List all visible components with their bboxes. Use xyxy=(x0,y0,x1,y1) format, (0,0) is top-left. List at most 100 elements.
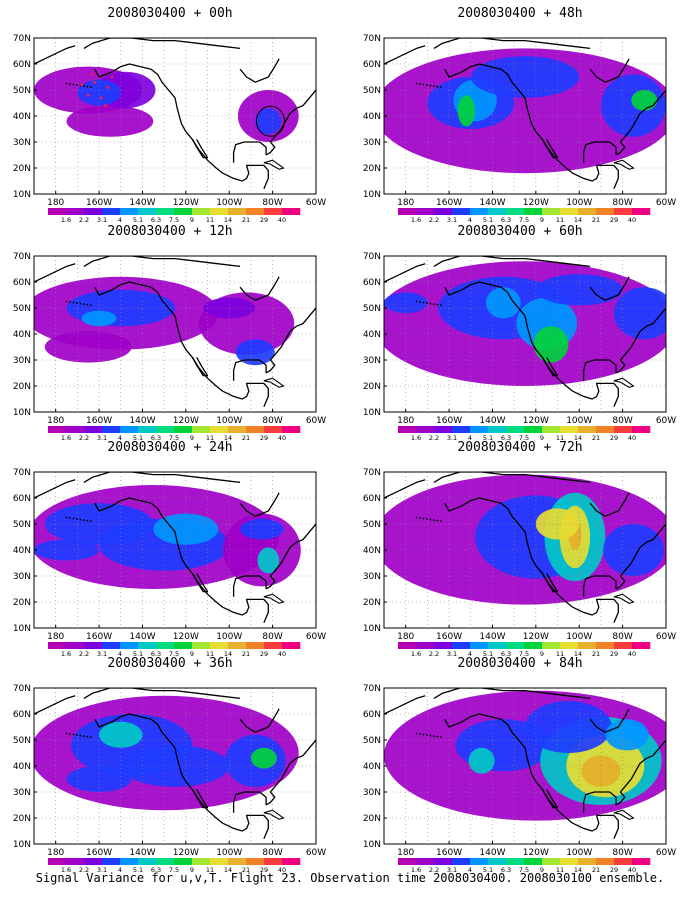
colorbar-label: 7.5 xyxy=(169,216,179,224)
colorbar-swatch xyxy=(470,858,489,865)
colorbar-label: 29 xyxy=(260,866,268,874)
coastline xyxy=(191,573,209,593)
lon-tick-label: 60W xyxy=(306,632,326,642)
observation-marker xyxy=(86,93,90,97)
lon-tick-label: 100W xyxy=(566,848,592,858)
lon-tick-label: 180 xyxy=(47,632,64,642)
colorbar-swatch xyxy=(542,642,561,649)
map-figure: 10N 20N 30N 40N 50N 60N 70N 180 160W 140W 120W 100W… xyxy=(363,34,676,224)
map-panel: 2008030400 + 12h 10N 20N 30N 40N 50N 60N 70N 180… xyxy=(0,224,340,442)
map-figure: 10N 20N 30N 40N 50N 60N 70N 180 160W 140W 120W 100W… xyxy=(13,684,326,874)
coastline xyxy=(34,695,76,715)
lat-tick-label: 30N xyxy=(13,788,31,798)
colorbar-swatch xyxy=(578,642,597,649)
colorbar: 1.6 2.2 3.1 4 5.1 6.3 7.5 9 11 14 21 29 40 xyxy=(398,208,651,224)
variance-contour xyxy=(457,95,476,127)
variance-contour xyxy=(153,513,219,545)
colorbar-label: 29 xyxy=(260,434,268,442)
lon-tick-label: 120W xyxy=(173,632,199,642)
coastline xyxy=(433,38,591,50)
panel-title: 2008030400 + 24h xyxy=(107,440,233,455)
colorbar-swatch xyxy=(192,642,211,649)
colorbar-swatch xyxy=(560,858,579,865)
figure-caption: Signal Variance for u,v,T. Flight 23. Ob… xyxy=(35,871,665,885)
colorbar-swatch xyxy=(156,642,175,649)
colorbar-swatch xyxy=(102,642,121,649)
lon-tick-label: 140W xyxy=(479,848,505,858)
coastline xyxy=(615,307,666,374)
colorbar-label: 3.1 xyxy=(97,650,107,658)
lon-tick-label: 160W xyxy=(436,416,462,426)
coastline xyxy=(83,472,241,484)
lon-tick-label: 140W xyxy=(129,416,155,426)
colorbar-swatch xyxy=(120,642,139,649)
colorbar-swatch xyxy=(48,642,67,649)
coastline xyxy=(263,593,285,604)
map-figure: 10N 20N 30N 40N 50N 60N 70N 180 160W 140W 120W 100W… xyxy=(363,468,676,658)
colorbar-label: 21 xyxy=(592,650,600,658)
lat-tick-label: 60N xyxy=(13,60,31,70)
lon-tick-label: 140W xyxy=(129,848,155,858)
colorbar-label: 5.1 xyxy=(483,434,493,442)
colorbar: 1.6 2.2 3.1 4 5.1 6.3 7.5 9 11 14 21 29 40 xyxy=(398,426,651,442)
variance-contour xyxy=(250,747,277,769)
colorbar-swatch xyxy=(84,426,103,433)
coastline xyxy=(589,708,630,733)
lon-tick-label: 60W xyxy=(656,198,676,208)
colorbar-swatch xyxy=(264,208,283,215)
colorbar-swatch xyxy=(228,858,247,865)
colorbar-label: 21 xyxy=(592,434,600,442)
lon-tick-label: 120W xyxy=(523,198,549,208)
coastline xyxy=(613,593,635,604)
colorbar-swatch xyxy=(416,426,435,433)
colorbar-swatch xyxy=(578,426,597,433)
lon-tick-label: 60W xyxy=(306,416,326,426)
coastline xyxy=(582,791,617,813)
colorbar-swatch xyxy=(138,426,157,433)
coastline xyxy=(384,695,426,715)
panel-title: 2008030400 + 60h xyxy=(457,224,583,239)
colorbar-swatch xyxy=(84,208,103,215)
map-figure: 10N 20N 30N 40N 50N 60N 70N 180 160W 140W 120W 100W… xyxy=(363,252,676,442)
map-figure: 10N 20N 30N 40N 50N 60N 70N 180 160W 140W 120W 100W… xyxy=(13,34,326,224)
coastline xyxy=(239,276,280,301)
lat-tick-label: 40N xyxy=(13,546,31,556)
lon-tick-label: 80W xyxy=(262,198,282,208)
colorbar-label: 2.2 xyxy=(429,434,439,442)
lat-tick-label: 50N xyxy=(363,304,381,314)
lon-tick-label: 120W xyxy=(523,632,549,642)
lat-tick-label: 60N xyxy=(363,278,381,288)
lon-tick-label: 160W xyxy=(436,198,462,208)
colorbar-swatch xyxy=(102,208,121,215)
lat-tick-label: 20N xyxy=(363,382,381,392)
colorbar-label: 14 xyxy=(574,216,582,224)
colorbar-swatch xyxy=(470,642,489,649)
lon-tick-label: 180 xyxy=(397,198,414,208)
colorbar-swatch xyxy=(174,426,193,433)
lat-tick-label: 20N xyxy=(363,598,381,608)
lat-tick-label: 50N xyxy=(13,86,31,96)
colorbar-label: 1.6 xyxy=(411,866,421,874)
colorbar-swatch xyxy=(282,208,301,215)
lat-tick-label: 10N xyxy=(13,624,31,634)
colorbar-label: 40 xyxy=(278,866,286,874)
colorbar-label: 3.1 xyxy=(447,650,457,658)
colorbar-label: 6.3 xyxy=(151,866,161,874)
panel-title: 2008030400 + 12h xyxy=(107,224,233,239)
lat-tick-label: 10N xyxy=(13,840,31,850)
colorbar-label: 5.1 xyxy=(483,650,493,658)
coastline xyxy=(589,58,630,83)
colorbar-swatch xyxy=(560,642,579,649)
coastline xyxy=(232,141,267,163)
colorbar-label: 3.1 xyxy=(447,434,457,442)
colorbar-label: 14 xyxy=(574,650,582,658)
coastline xyxy=(83,688,241,700)
lon-tick-label: 100W xyxy=(216,416,242,426)
lon-tick-label: 100W xyxy=(216,632,242,642)
colorbar-swatch xyxy=(228,642,247,649)
lon-tick-label: 100W xyxy=(566,416,592,426)
lon-tick-label: 160W xyxy=(86,848,112,858)
colorbar-swatch xyxy=(452,426,471,433)
coastline xyxy=(582,359,617,381)
lat-tick-label: 20N xyxy=(13,598,31,608)
